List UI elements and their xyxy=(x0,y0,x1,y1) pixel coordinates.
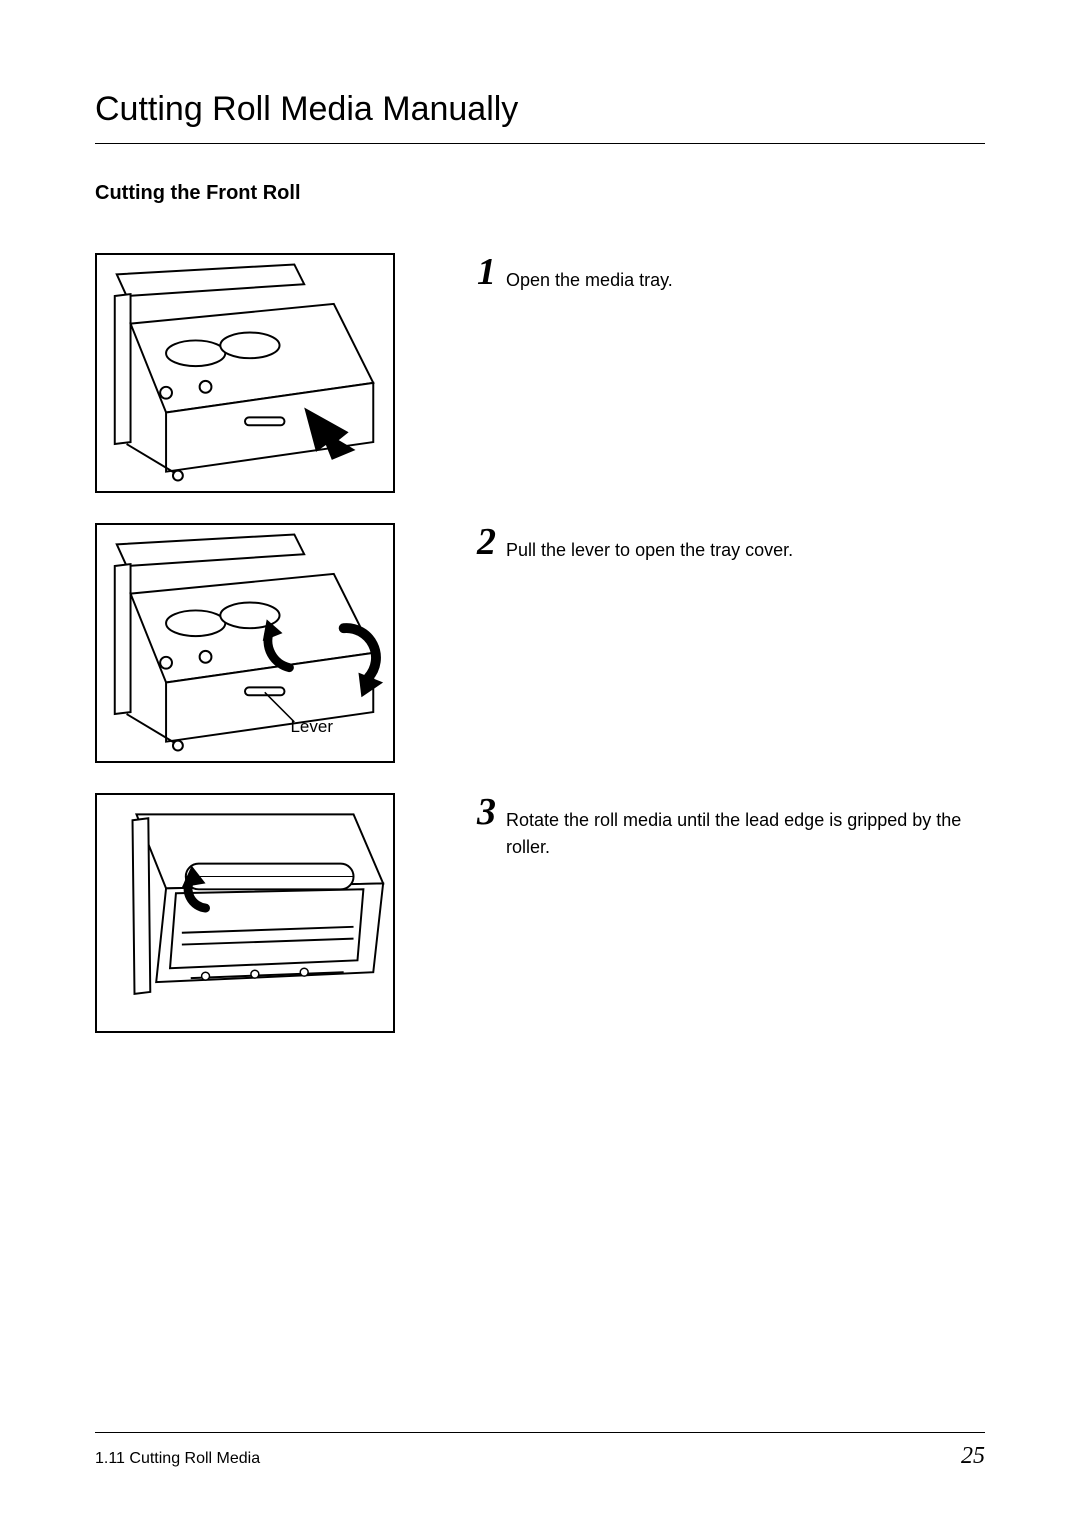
step-2: Lever 2 Pull the lever to open the tray … xyxy=(95,523,985,763)
illustration-step-1 xyxy=(95,253,395,493)
step-text-3: Rotate the roll media until the lead edg… xyxy=(506,793,985,861)
step-number-2: 2 xyxy=(477,523,496,561)
title-block: Cutting Roll Media Manually xyxy=(95,90,985,144)
step-1: 1 Open the media tray. xyxy=(95,253,985,493)
footer-section: 1.11 Cutting Roll Media xyxy=(95,1450,260,1468)
page-footer: 1.11 Cutting Roll Media 25 xyxy=(95,1432,985,1470)
step-text-1: Open the media tray. xyxy=(506,253,673,294)
page-title: Cutting Roll Media Manually xyxy=(95,90,985,129)
step-3: 3 Rotate the roll media until the lead e… xyxy=(95,793,985,1033)
step-number-3: 3 xyxy=(477,793,496,831)
footer-page-number: 25 xyxy=(961,1443,985,1470)
illustration-step-3 xyxy=(95,793,395,1033)
step-text-2: Pull the lever to open the tray cover. xyxy=(506,523,793,564)
step-number-1: 1 xyxy=(477,253,496,291)
subtitle: Cutting the Front Roll xyxy=(95,182,985,205)
illustration-step-2: Lever xyxy=(95,523,395,763)
lever-label: Lever xyxy=(290,717,333,737)
